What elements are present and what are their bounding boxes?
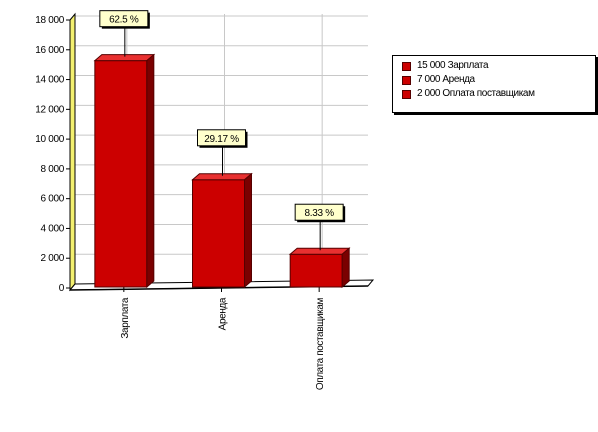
- bar: [94, 60, 148, 288]
- label-box: [99, 10, 149, 28]
- data-label: 8.33 %: [304, 208, 334, 219]
- y-tick-label: 4 000: [40, 223, 64, 234]
- legend-item: 2 000 Оплата поставщикам: [393, 88, 595, 100]
- legend-swatch: [402, 62, 411, 71]
- y-tick-label: 6 000: [40, 194, 64, 205]
- y-tick-label: 2 000: [40, 253, 64, 264]
- bar-side: [244, 172, 252, 289]
- y-tick-label: 12 000: [35, 104, 65, 115]
- legend-label: 15 000 Зарплата: [417, 60, 489, 71]
- data-label: 62.5 %: [109, 15, 139, 26]
- category-label: Оплата поставщикам: [315, 297, 326, 390]
- data-labels: 62.5 % 29.17 % 8.33 % Зарплата Аренда Оплата …: [99, 10, 346, 390]
- legend-swatch: [402, 90, 411, 99]
- legend-item: 15 000 Зарплата: [393, 60, 595, 72]
- chart-legend: 15 000 Зарплата 7 000 Аренда 2 000 Оплат…: [392, 55, 596, 113]
- label-box: [197, 129, 246, 147]
- bar: [192, 179, 245, 288]
- y-tick-label: 0: [59, 283, 65, 294]
- legend-swatch: [402, 76, 411, 85]
- label-box: [294, 203, 344, 221]
- legend-label: 2 000 Оплата поставщикам: [417, 88, 535, 99]
- y-tick-label: 14 000: [35, 75, 65, 86]
- data-label: 29.17 %: [204, 134, 239, 145]
- side-wall: [69, 12, 76, 292]
- bar-side: [146, 53, 155, 289]
- category-label: Зарплата: [120, 297, 131, 338]
- y-tick-label: 18 000: [35, 15, 65, 26]
- bar: [289, 253, 343, 288]
- legend-label: 7 000 Аренда: [417, 74, 475, 85]
- y-tick-label: 16 000: [35, 45, 65, 56]
- bars: [93, 53, 351, 289]
- bar-side: [341, 247, 350, 289]
- category-label: Аренда: [218, 297, 229, 330]
- bar-top: [93, 54, 156, 62]
- legend-item: 7 000 Аренда: [393, 74, 595, 86]
- y-tick-label: 10 000: [35, 134, 65, 145]
- y-tick-label: 8 000: [40, 164, 64, 175]
